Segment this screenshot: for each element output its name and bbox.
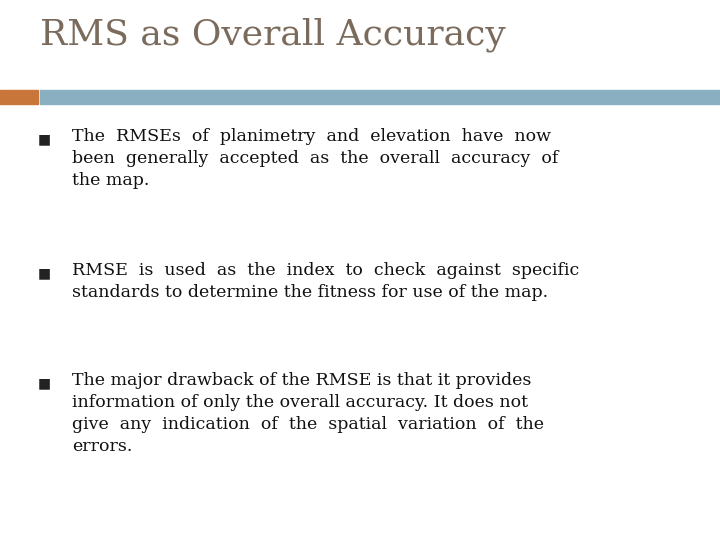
Text: been  generally  accepted  as  the  overall  accuracy  of: been generally accepted as the overall a… — [72, 150, 559, 167]
Text: ■: ■ — [38, 132, 51, 146]
Text: standards to determine the fitness for use of the map.: standards to determine the fitness for u… — [72, 284, 548, 301]
Text: RMSE  is  used  as  the  index  to  check  against  specific: RMSE is used as the index to check again… — [72, 262, 580, 279]
Text: The  RMSEs  of  planimetry  and  elevation  have  now: The RMSEs of planimetry and elevation ha… — [72, 128, 551, 145]
Text: The major drawback of the RMSE is that it provides: The major drawback of the RMSE is that i… — [72, 372, 531, 389]
Text: ■: ■ — [38, 266, 51, 280]
Text: ■: ■ — [38, 376, 51, 390]
Text: information of only the overall accuracy. It does not: information of only the overall accuracy… — [72, 394, 528, 411]
Text: give  any  indication  of  the  spatial  variation  of  the: give any indication of the spatial varia… — [72, 416, 544, 433]
Text: RMS as Overall Accuracy: RMS as Overall Accuracy — [40, 18, 505, 52]
Text: the map.: the map. — [72, 172, 149, 189]
Text: errors.: errors. — [72, 438, 132, 455]
Bar — [40, 90, 720, 104]
Bar — [0, 90, 38, 104]
